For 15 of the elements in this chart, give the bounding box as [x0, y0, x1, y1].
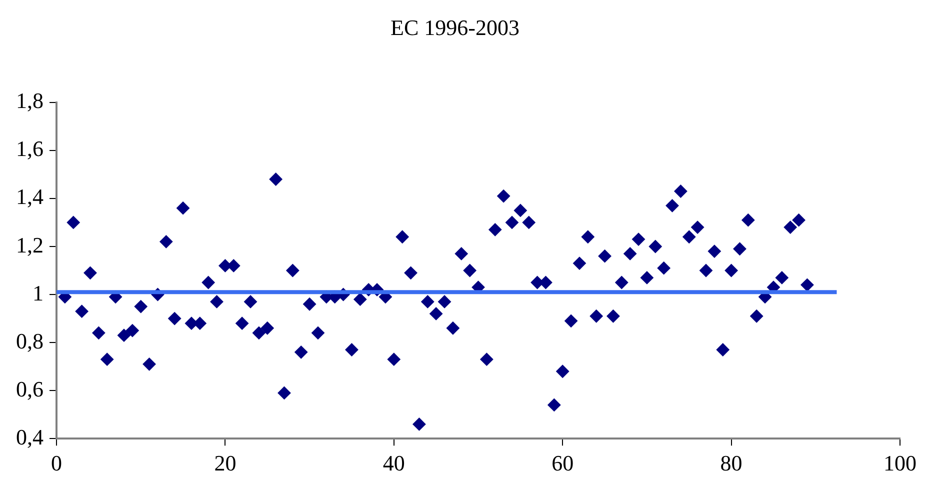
- y-tick-label: 0,4: [16, 424, 44, 450]
- y-tick-label: 1,8: [16, 88, 44, 114]
- chart-title: EC 1996-2003: [390, 14, 520, 40]
- y-tick-label: 0,6: [16, 376, 44, 402]
- y-tick-label: 1,2: [16, 232, 44, 258]
- x-tick-label: 40: [382, 450, 405, 476]
- y-tick-label: 1,4: [16, 184, 44, 210]
- x-tick-label: 0: [51, 450, 62, 476]
- x-tick-label: 60: [552, 450, 574, 476]
- x-tick-label: 100: [884, 450, 916, 476]
- y-tick-label: 1: [32, 280, 44, 306]
- x-tick-label: 80: [720, 450, 742, 476]
- x-tick-label: 20: [214, 450, 236, 476]
- y-tick-label: 1,6: [16, 136, 44, 162]
- y-tick-label: 0,8: [16, 328, 44, 354]
